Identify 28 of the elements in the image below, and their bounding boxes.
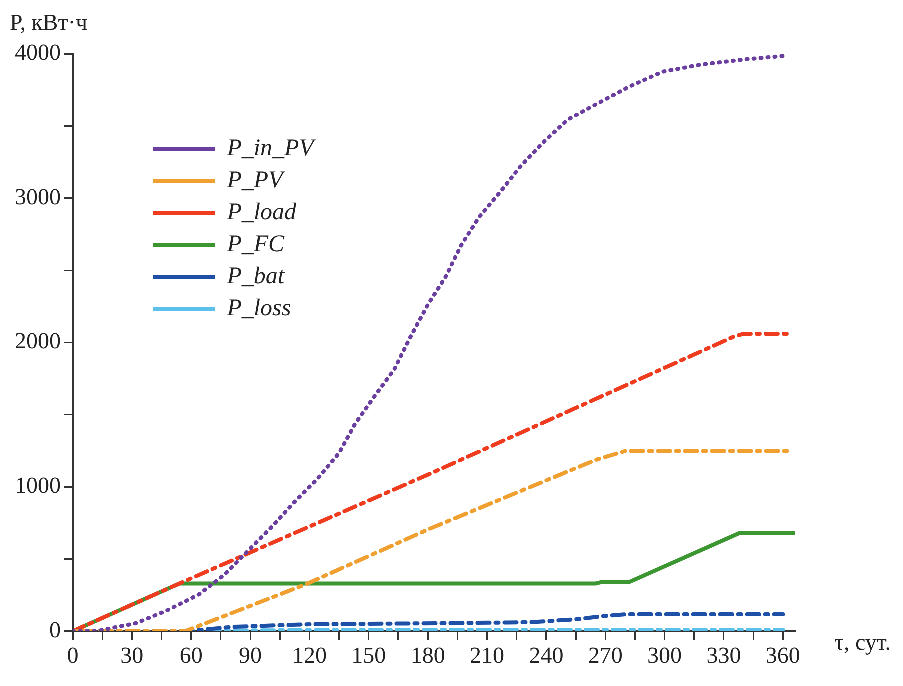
legend-label: P_FC	[226, 231, 286, 258]
x-tick-label: 210	[470, 643, 505, 668]
legend-label: P_in_PV	[226, 135, 316, 162]
x-tick-label: 150	[352, 643, 386, 668]
x-tick-label: 30	[120, 643, 144, 668]
x-tick-label: 0	[67, 643, 79, 668]
y-tick-label: 0	[50, 617, 61, 642]
x-tick-label: 240	[529, 643, 564, 668]
y-tick-label: 1000	[15, 473, 61, 498]
line-series	[73, 449, 790, 632]
x-tick-label: 360	[766, 643, 800, 668]
x-tick-label: 180	[410, 643, 446, 668]
x-tick-label: 120	[292, 643, 327, 668]
legend-label: P_load	[226, 199, 298, 226]
y-tick-label: 2000	[15, 328, 61, 354]
x-tick-label: 330	[706, 643, 742, 668]
line-series	[73, 332, 790, 632]
x-tick-label: 270	[588, 643, 623, 668]
x-tick-label: 60	[180, 643, 203, 668]
y-tick-label: 4000	[15, 40, 61, 66]
x-tick-label: 90	[239, 643, 262, 668]
legend-label: P_loss	[226, 295, 292, 322]
legend-label: P_bat	[226, 263, 286, 290]
x-tick-label: 300	[648, 643, 682, 668]
x-axis-title: τ, сут.	[834, 630, 891, 656]
legend-label: P_PV	[226, 167, 286, 194]
y-tick-label: 3000	[15, 184, 61, 210]
y-axis-title: P, кВт·ч	[10, 10, 88, 36]
